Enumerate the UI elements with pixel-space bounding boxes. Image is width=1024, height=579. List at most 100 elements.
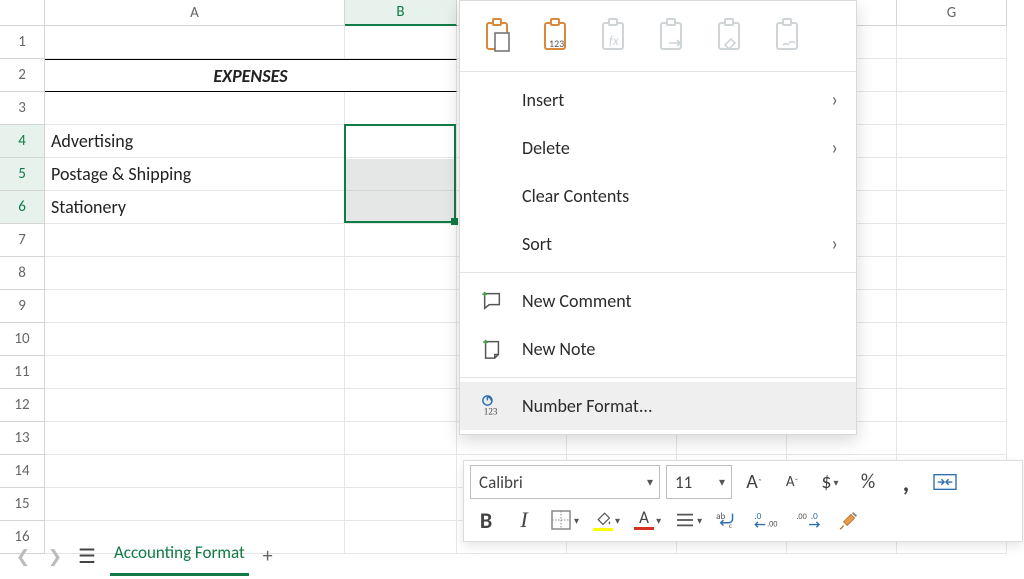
comma-style-button[interactable]: , [890,465,922,499]
cell-G6[interactable] [897,191,1007,224]
chevron-right-icon: › [831,136,838,160]
menu-number-format[interactable]: 123 Number Format... [460,382,856,430]
cell-B7[interactable] [345,224,457,257]
font-color-button[interactable]: A ▾ [630,503,665,537]
percent-button[interactable]: % [852,465,884,499]
cell-A14[interactable] [45,455,345,488]
font-name-combo[interactable]: Calibri ▾ [470,465,660,499]
italic-button[interactable]: I [508,503,540,537]
cell-A10[interactable] [45,323,345,356]
cell-B9[interactable] [345,290,457,323]
select-all-corner[interactable] [0,0,45,26]
sheet-tab-active[interactable]: Accounting Format [110,536,249,576]
row-header-11[interactable]: 11 [0,356,45,389]
cell-A9[interactable] [45,290,345,323]
row-header-14[interactable]: 14 [0,455,45,488]
cell-G4[interactable] [897,125,1007,158]
all-sheets-button[interactable]: ☰ [78,544,96,569]
cell-B11[interactable] [345,356,457,389]
menu-delete[interactable]: Delete › [460,124,856,172]
cell-G8[interactable] [897,257,1007,290]
cell-G13[interactable] [897,422,1007,455]
next-sheet-button[interactable]: ❯ [46,546,64,567]
row-header-8[interactable]: 8 [0,257,45,290]
cell-G9[interactable] [897,290,1007,323]
decrease-decimal-button[interactable]: .00.0 [792,503,828,537]
cell-G1[interactable] [897,26,1007,59]
menu-new-note[interactable]: New Note [460,325,856,373]
cell-A5[interactable]: Postage & Shipping [45,158,345,191]
borders-button[interactable]: ▾ [546,503,583,537]
menu-label: Delete [522,137,815,159]
row-header-1[interactable]: 1 [0,26,45,59]
paste-option-paste[interactable] [472,13,526,59]
cell-B6[interactable] [345,191,457,224]
cell-A11[interactable] [45,356,345,389]
cell-G3[interactable] [897,92,1007,125]
cell-G11[interactable] [897,356,1007,389]
row-header-2[interactable]: 2 [0,59,45,92]
cell-B10[interactable] [345,323,457,356]
cell-G10[interactable] [897,323,1007,356]
row-header-6[interactable]: 6 [0,191,45,224]
fill-color-button[interactable]: ▾ [589,503,624,537]
row-header-3[interactable]: 3 [0,92,45,125]
cell-B4[interactable] [345,125,457,158]
cell-A1[interactable] [45,26,345,59]
row-header-15[interactable]: 15 [0,488,45,521]
cell-B3[interactable] [345,92,457,125]
cell-A12[interactable] [45,389,345,422]
cell-B14[interactable] [345,455,457,488]
cell-A6[interactable]: Stationery [45,191,345,224]
row-header-9[interactable]: 9 [0,290,45,323]
cell-G2[interactable] [897,59,1007,92]
cell-A8[interactable] [45,257,345,290]
svg-text:ab: ab [716,511,725,522]
svg-text:fx: fx [609,34,619,49]
font-size-combo[interactable]: 11 ▾ [666,465,732,499]
cell-B12[interactable] [345,389,457,422]
row-header-5[interactable]: 5 [0,158,45,191]
paste-option-paste-values[interactable]: 123 [530,13,584,59]
decrease-font-button[interactable]: Aˇ [776,465,808,499]
svg-text:.00: .00 [796,512,806,522]
cell-G7[interactable] [897,224,1007,257]
row-header-12[interactable]: 12 [0,389,45,422]
align-button[interactable]: ▾ [671,503,706,537]
cell-B15[interactable] [345,488,457,521]
menu-new-comment[interactable]: New Comment [460,277,856,325]
title-cell[interactable]: EXPENSES [45,59,457,92]
menu-insert[interactable]: Insert › [460,76,856,124]
merge-center-button[interactable] [928,465,962,499]
cell-A4[interactable]: Advertising [45,125,345,158]
cell-B5[interactable] [345,158,457,191]
cell-A3[interactable] [45,92,345,125]
row-header-13[interactable]: 13 [0,422,45,455]
column-header-G[interactable]: G [897,0,1007,26]
menu-sort[interactable]: Sort › [460,220,856,268]
cell-A15[interactable] [45,488,345,521]
cell-G5[interactable] [897,158,1007,191]
cell-A13[interactable] [45,422,345,455]
add-sheet-button[interactable]: + [263,544,273,568]
cell-B8[interactable] [345,257,457,290]
column-header-B[interactable]: B [345,0,457,26]
wrap-text-button[interactable]: abc [712,503,744,537]
row-header-10[interactable]: 10 [0,323,45,356]
cell-B1[interactable] [345,26,457,59]
currency-button[interactable]: $▾ [814,465,846,499]
bold-button[interactable]: B [470,503,502,537]
increase-decimal-button[interactable]: .0.00 [750,503,786,537]
cell-A7[interactable] [45,224,345,257]
menu-clear-contents[interactable]: Clear Contents [460,172,856,220]
note-icon [478,338,506,360]
row-header-7[interactable]: 7 [0,224,45,257]
row-header-4[interactable]: 4 [0,125,45,158]
prev-sheet-button[interactable]: ❮ [14,546,32,567]
column-header-A[interactable]: A [45,0,345,26]
cell-G12[interactable] [897,389,1007,422]
cell-B13[interactable] [345,422,457,455]
increase-font-button[interactable]: Aˆ [738,465,770,499]
menu-label: Sort [522,233,815,255]
format-painter-button[interactable] [834,503,866,537]
